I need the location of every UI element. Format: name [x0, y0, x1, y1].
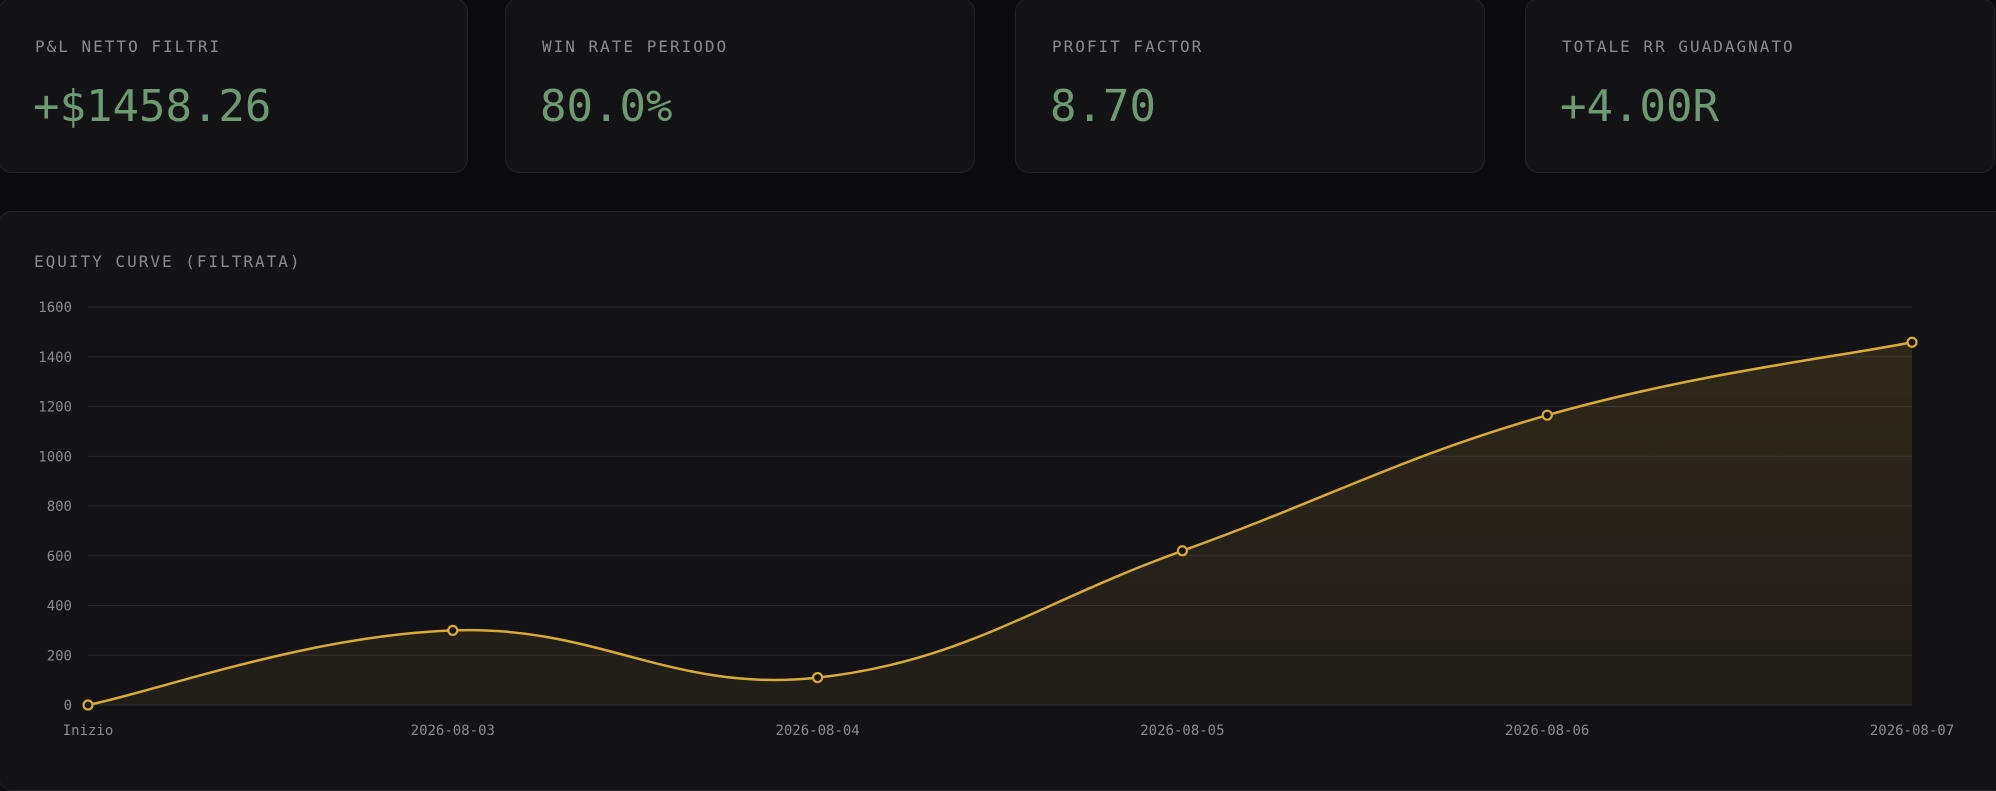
data-point: [811, 672, 824, 684]
stat-value: 8.70: [1050, 81, 1156, 132]
stat-card-profit-factor: PROFIT FACTOR 8.70: [1015, 0, 1485, 173]
x-tick-label: 2026-08-06: [1505, 723, 1589, 739]
x-tick-label: 2026-08-03: [411, 723, 495, 739]
data-point: [1176, 545, 1189, 557]
y-tick-label: 400: [47, 599, 72, 615]
stat-value: +4.00R: [1560, 81, 1719, 132]
equity-line: [87, 341, 1913, 707]
stat-card-pnl: P&L NETTO FILTRI +$1458.26: [0, 0, 468, 173]
data-point: [1541, 409, 1553, 421]
y-tick-label: 1000: [38, 449, 72, 465]
data-point: [1906, 336, 1918, 348]
y-tick-label: 600: [47, 549, 72, 565]
stat-value: 80.0%: [540, 81, 673, 132]
stat-label: P&L NETTO FILTRI: [35, 37, 222, 56]
stat-label: WIN RATE PERIODO: [542, 37, 729, 56]
y-tick-label: 1600: [38, 300, 72, 316]
chart-title: EQUITY CURVE (FILTRATA): [34, 252, 302, 271]
x-tick-label: 2026-08-05: [1140, 723, 1224, 739]
data-point: [447, 624, 459, 636]
stat-label: TOTALE RR GUADAGNATO: [1562, 37, 1795, 56]
stat-card-win-rate: WIN RATE PERIODO 80.0%: [505, 0, 975, 173]
y-tick-label: 800: [47, 499, 72, 515]
x-tick-label: Inizio: [63, 723, 114, 739]
y-tick-label: 0: [64, 698, 72, 714]
y-tick-label: 1400: [38, 350, 72, 366]
stat-card-total-rr: TOTALE RR GUADAGNATO +4.00R: [1525, 0, 1995, 173]
x-tick-label: 2026-08-07: [1870, 723, 1954, 739]
y-tick-label: 200: [47, 648, 72, 664]
y-tick-label: 1200: [38, 400, 72, 416]
data-point: [82, 699, 94, 711]
stat-value: +$1458.26: [33, 81, 272, 132]
equity-area: [88, 342, 1912, 705]
x-tick-label: 2026-08-04: [775, 723, 859, 739]
stat-label: PROFIT FACTOR: [1052, 37, 1204, 56]
